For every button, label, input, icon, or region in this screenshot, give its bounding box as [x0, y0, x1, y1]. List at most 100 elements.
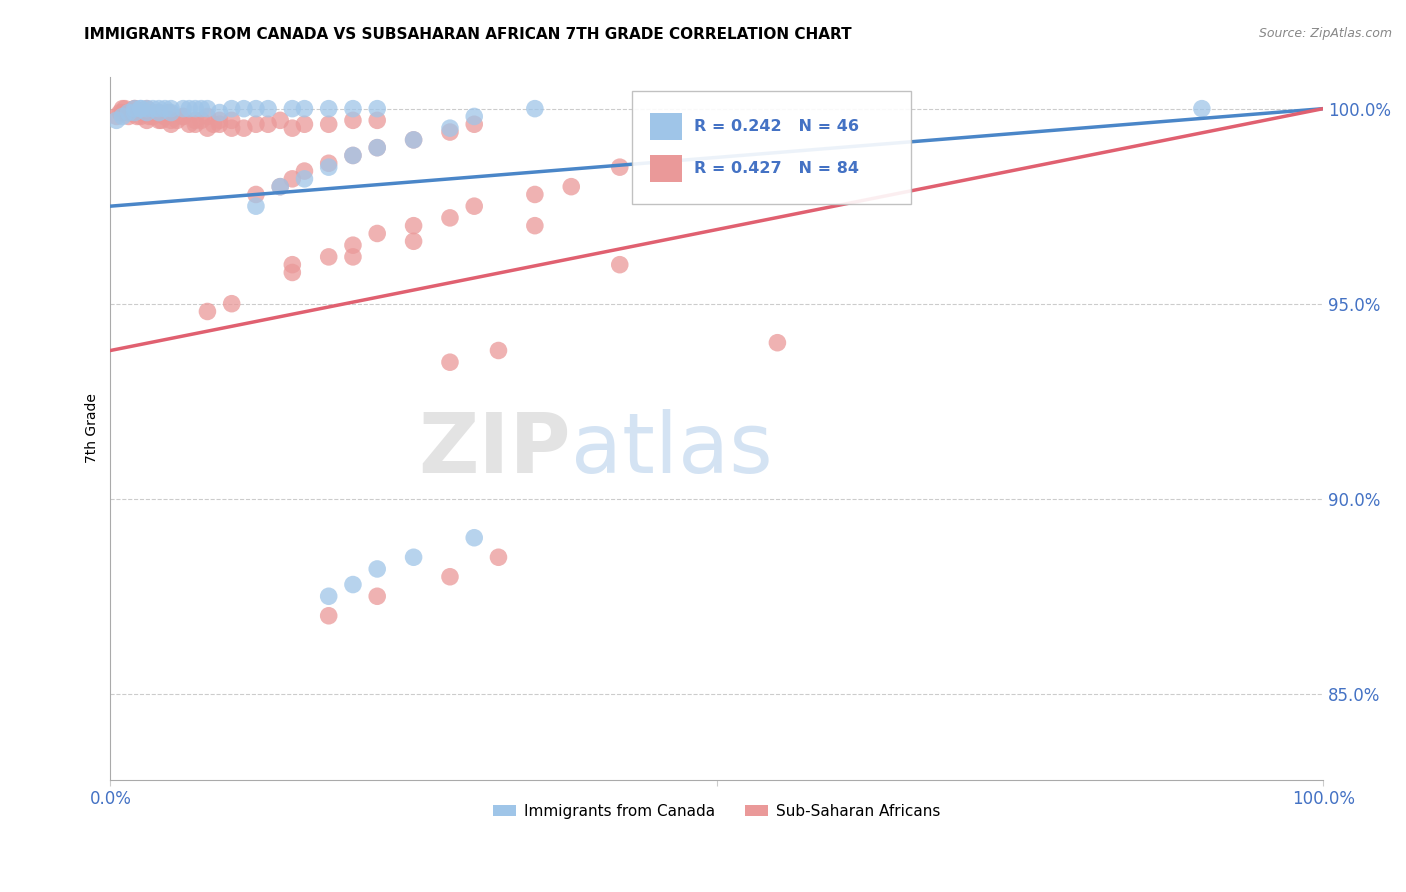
Point — [402, 133, 425, 147]
Point — [172, 110, 194, 124]
Point — [366, 589, 388, 603]
Point — [366, 102, 388, 116]
Point — [153, 110, 176, 124]
Point — [342, 148, 364, 162]
Text: Source: ZipAtlas.com: Source: ZipAtlas.com — [1258, 27, 1392, 40]
Point — [184, 102, 207, 116]
Point — [281, 102, 304, 116]
Point — [221, 296, 243, 310]
Text: IMMIGRANTS FROM CANADA VS SUBSAHARAN AFRICAN 7TH GRADE CORRELATION CHART: IMMIGRANTS FROM CANADA VS SUBSAHARAN AFR… — [84, 27, 852, 42]
Point — [281, 172, 304, 186]
Point — [160, 113, 183, 128]
Point — [232, 102, 254, 116]
Point — [111, 102, 134, 116]
Point — [148, 105, 170, 120]
Point — [142, 105, 165, 120]
Point — [135, 113, 157, 128]
Point — [135, 102, 157, 116]
Point — [221, 102, 243, 116]
Point — [148, 113, 170, 128]
Point — [269, 179, 291, 194]
Point — [129, 102, 152, 116]
Text: R = 0.427   N = 84: R = 0.427 N = 84 — [693, 161, 859, 177]
Point — [197, 304, 219, 318]
Text: ZIP: ZIP — [419, 409, 571, 490]
Point — [245, 102, 267, 116]
Point — [609, 160, 631, 174]
Point — [463, 110, 485, 124]
Point — [245, 117, 267, 131]
Point — [135, 105, 157, 120]
Point — [142, 110, 165, 124]
Point — [129, 102, 152, 116]
Point — [318, 117, 340, 131]
Point — [172, 102, 194, 116]
Point — [179, 117, 201, 131]
Point — [208, 105, 231, 120]
Point — [197, 121, 219, 136]
Point — [766, 335, 789, 350]
Point — [281, 265, 304, 279]
Point — [202, 117, 225, 131]
Point — [221, 113, 243, 128]
FancyBboxPatch shape — [650, 155, 682, 182]
Point — [294, 172, 316, 186]
Point — [172, 110, 194, 124]
Point — [127, 110, 149, 124]
Point — [184, 117, 207, 131]
Point — [190, 102, 212, 116]
Point — [160, 102, 183, 116]
Point — [366, 227, 388, 241]
Point — [129, 105, 152, 120]
Point — [402, 219, 425, 233]
Point — [439, 570, 461, 584]
Point — [111, 110, 134, 124]
Point — [232, 121, 254, 136]
Point — [366, 113, 388, 128]
FancyBboxPatch shape — [631, 92, 911, 204]
Point — [105, 110, 128, 124]
Point — [318, 608, 340, 623]
Point — [197, 110, 219, 124]
Point — [124, 102, 146, 116]
Point — [342, 148, 364, 162]
Point — [318, 102, 340, 116]
Point — [463, 117, 485, 131]
Point — [488, 343, 510, 358]
Point — [294, 117, 316, 131]
Point — [153, 110, 176, 124]
Point — [124, 102, 146, 116]
Point — [129, 110, 152, 124]
Legend: Immigrants from Canada, Sub-Saharan Africans: Immigrants from Canada, Sub-Saharan Afri… — [486, 797, 946, 824]
Point — [1191, 102, 1213, 116]
Point — [221, 121, 243, 136]
Point — [134, 105, 156, 120]
Point — [281, 258, 304, 272]
Point — [366, 562, 388, 576]
Point — [142, 102, 165, 116]
Point — [463, 531, 485, 545]
Point — [179, 102, 201, 116]
Point — [160, 105, 183, 120]
Point — [523, 102, 546, 116]
Point — [269, 179, 291, 194]
Point — [124, 102, 146, 116]
Point — [160, 117, 183, 131]
Point — [166, 113, 188, 128]
Text: R = 0.242   N = 46: R = 0.242 N = 46 — [693, 120, 859, 134]
Point — [138, 110, 160, 124]
Point — [439, 211, 461, 225]
Point — [148, 102, 170, 116]
Point — [117, 105, 139, 120]
Point — [111, 105, 134, 120]
Point — [318, 589, 340, 603]
Point — [117, 110, 139, 124]
Point — [135, 102, 157, 116]
Point — [257, 102, 280, 116]
Point — [153, 102, 176, 116]
Point — [114, 102, 136, 116]
Point — [105, 113, 128, 128]
Point — [269, 113, 291, 128]
Point — [463, 199, 485, 213]
Point — [560, 179, 582, 194]
